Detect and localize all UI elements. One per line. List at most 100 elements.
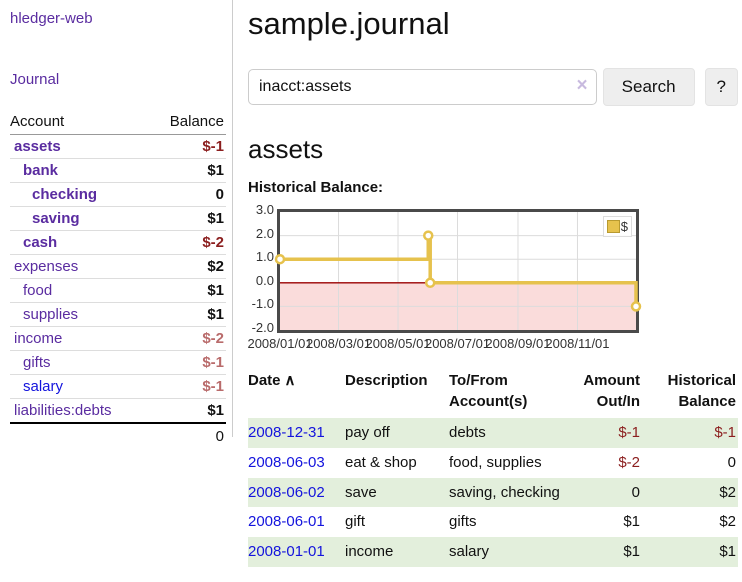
y-tick-label: 2.0 bbox=[255, 225, 274, 241]
account-link[interactable]: checking bbox=[32, 186, 98, 203]
y-tick-label: -2.0 bbox=[251, 320, 274, 335]
transaction-amount: $-2 bbox=[618, 453, 640, 471]
data-point-marker bbox=[423, 230, 434, 241]
main-content: sample.journal × Search ? assets Histori… bbox=[247, 0, 738, 567]
accounts-total-row: 0 bbox=[10, 422, 226, 449]
transaction-description: gift bbox=[345, 513, 366, 531]
x-tick-label: 2008/11/01 bbox=[545, 336, 610, 351]
col-header-amount: Amount Out/In bbox=[583, 372, 640, 410]
account-balance: $1 bbox=[150, 278, 226, 303]
account-link[interactable]: liabilities:debts bbox=[14, 402, 112, 419]
account-balance: $-2 bbox=[150, 230, 226, 255]
account-row: liabilities:debts $1 bbox=[10, 398, 226, 424]
account-balance: $-1 bbox=[150, 350, 226, 375]
transaction-row: 2008-12-31 pay off debts $-1 $-1 bbox=[248, 418, 738, 448]
account-row: income $-2 bbox=[10, 326, 226, 351]
search-input[interactable] bbox=[248, 69, 597, 105]
account-link[interactable]: assets bbox=[14, 138, 61, 155]
search-form: × Search ? bbox=[248, 68, 738, 106]
transaction-date-link[interactable]: 2008-01-01 bbox=[248, 543, 325, 560]
data-point-marker bbox=[630, 301, 642, 312]
account-balance: $-1 bbox=[150, 374, 226, 399]
sort-asc-icon: ∧ bbox=[284, 372, 296, 389]
account-link[interactable]: salary bbox=[23, 378, 64, 395]
page-title: sample.journal bbox=[248, 6, 450, 41]
account-link[interactable]: expenses bbox=[14, 258, 79, 275]
account-balance: $1 bbox=[150, 398, 226, 424]
legend-swatch-icon bbox=[606, 220, 620, 233]
transaction-row: 2008-06-03 eat & shop food, supplies $-2 0 bbox=[248, 448, 738, 478]
y-tick-label: 1.0 bbox=[255, 249, 274, 265]
account-row: bank $1 bbox=[10, 158, 226, 183]
transaction-accounts: debts bbox=[449, 418, 574, 448]
transaction-balance: $2 bbox=[719, 513, 736, 531]
account-row: assets $-1 bbox=[10, 134, 226, 159]
transaction-date-link[interactable]: 2008-06-01 bbox=[248, 513, 325, 531]
chart-canvas bbox=[274, 212, 642, 330]
register-header-row: Date ∧ Description To/From Account(s) Amo… bbox=[248, 366, 738, 418]
accounts-total: 0 bbox=[150, 422, 226, 449]
col-header-date[interactable]: Date ∧ bbox=[248, 372, 296, 389]
sidebar-item-journal[interactable]: Journal bbox=[10, 71, 60, 88]
x-tick-label: 2008/03/01 bbox=[305, 336, 372, 351]
transaction-balance: $2 bbox=[642, 477, 738, 508]
x-tick-label: 2008/07/01 bbox=[424, 336, 491, 351]
account-balance: 0 bbox=[150, 182, 226, 207]
transaction-date-link[interactable]: 2008-06-03 bbox=[248, 453, 325, 471]
brand-link[interactable]: hledger-web bbox=[10, 10, 93, 27]
transaction-accounts: saving, checking bbox=[449, 477, 574, 508]
transaction-balance: 0 bbox=[727, 453, 736, 471]
col-header-accounts: To/From Account(s) bbox=[449, 372, 528, 410]
account-link[interactable]: food bbox=[23, 282, 53, 299]
account-link[interactable]: gifts bbox=[23, 354, 51, 371]
account-balance: $1 bbox=[150, 158, 226, 183]
y-tick-label: -1.0 bbox=[251, 296, 274, 312]
x-tick-label: 2008/01/01 bbox=[247, 336, 313, 351]
transaction-balance: $1 bbox=[642, 537, 738, 567]
transaction-description: pay off bbox=[345, 418, 449, 448]
chart-plot-area: $ bbox=[274, 209, 642, 333]
account-row: salary $-1 bbox=[10, 374, 226, 399]
transaction-date-link[interactable]: 2008-12-31 bbox=[248, 424, 325, 441]
account-link[interactable]: saving bbox=[32, 210, 80, 227]
transaction-row: 2008-01-01 income salary $1 $1 bbox=[248, 537, 738, 567]
account-link[interactable]: bank bbox=[23, 162, 59, 179]
transaction-description: income bbox=[345, 537, 449, 567]
account-link[interactable]: income bbox=[14, 330, 63, 347]
sidebar-divider bbox=[232, 0, 233, 437]
account-row: gifts $-1 bbox=[10, 350, 226, 375]
col-header-description: Description bbox=[345, 372, 428, 389]
account-balance: $1 bbox=[150, 302, 226, 327]
account-heading: assets bbox=[248, 134, 324, 164]
transaction-amount: $1 bbox=[574, 537, 642, 567]
data-point-marker bbox=[424, 277, 436, 289]
account-balance: $1 bbox=[150, 206, 226, 231]
chart-x-axis: 2008/01/01 2008/03/01 2008/05/01 2008/07/01… bbox=[247, 336, 636, 352]
transaction-accounts: gifts bbox=[449, 513, 477, 531]
x-tick-label: 2008/09/01 bbox=[485, 336, 551, 351]
account-balance: $-2 bbox=[150, 326, 226, 351]
transaction-amount: $1 bbox=[623, 513, 640, 531]
account-row: checking 0 bbox=[10, 182, 226, 207]
help-button[interactable]: ? bbox=[704, 68, 738, 106]
transaction-date-link[interactable]: 2008-06-02 bbox=[248, 483, 325, 501]
account-row: food $1 bbox=[10, 278, 226, 303]
search-box: × bbox=[248, 69, 597, 105]
search-button[interactable]: Search bbox=[602, 68, 695, 106]
historical-balance-chart: 3.0 2.0 1.0 0.0 -1.0 -2.0 $ 2008/01/01 2008/03… bbox=[247, 202, 738, 352]
y-tick-label: 0.0 bbox=[255, 272, 274, 288]
transaction-row: 2008-06-01 gift gifts $1 $2 bbox=[248, 507, 738, 537]
transaction-description: eat & shop bbox=[345, 453, 417, 471]
clear-search-icon[interactable]: × bbox=[576, 75, 588, 96]
chart-title: Historical Balance: bbox=[248, 179, 384, 196]
account-link[interactable]: supplies bbox=[23, 306, 79, 323]
transaction-description: save bbox=[345, 477, 449, 508]
account-row: expenses $2 bbox=[10, 254, 226, 279]
chart-legend: $ bbox=[602, 216, 632, 237]
transaction-row: 2008-06-02 save saving, checking 0 $2 bbox=[248, 477, 738, 508]
account-link[interactable]: cash bbox=[23, 234, 58, 251]
y-tick-label: 3.0 bbox=[255, 202, 274, 217]
transaction-balance: $-1 bbox=[642, 418, 738, 448]
transaction-accounts: salary bbox=[449, 537, 574, 567]
